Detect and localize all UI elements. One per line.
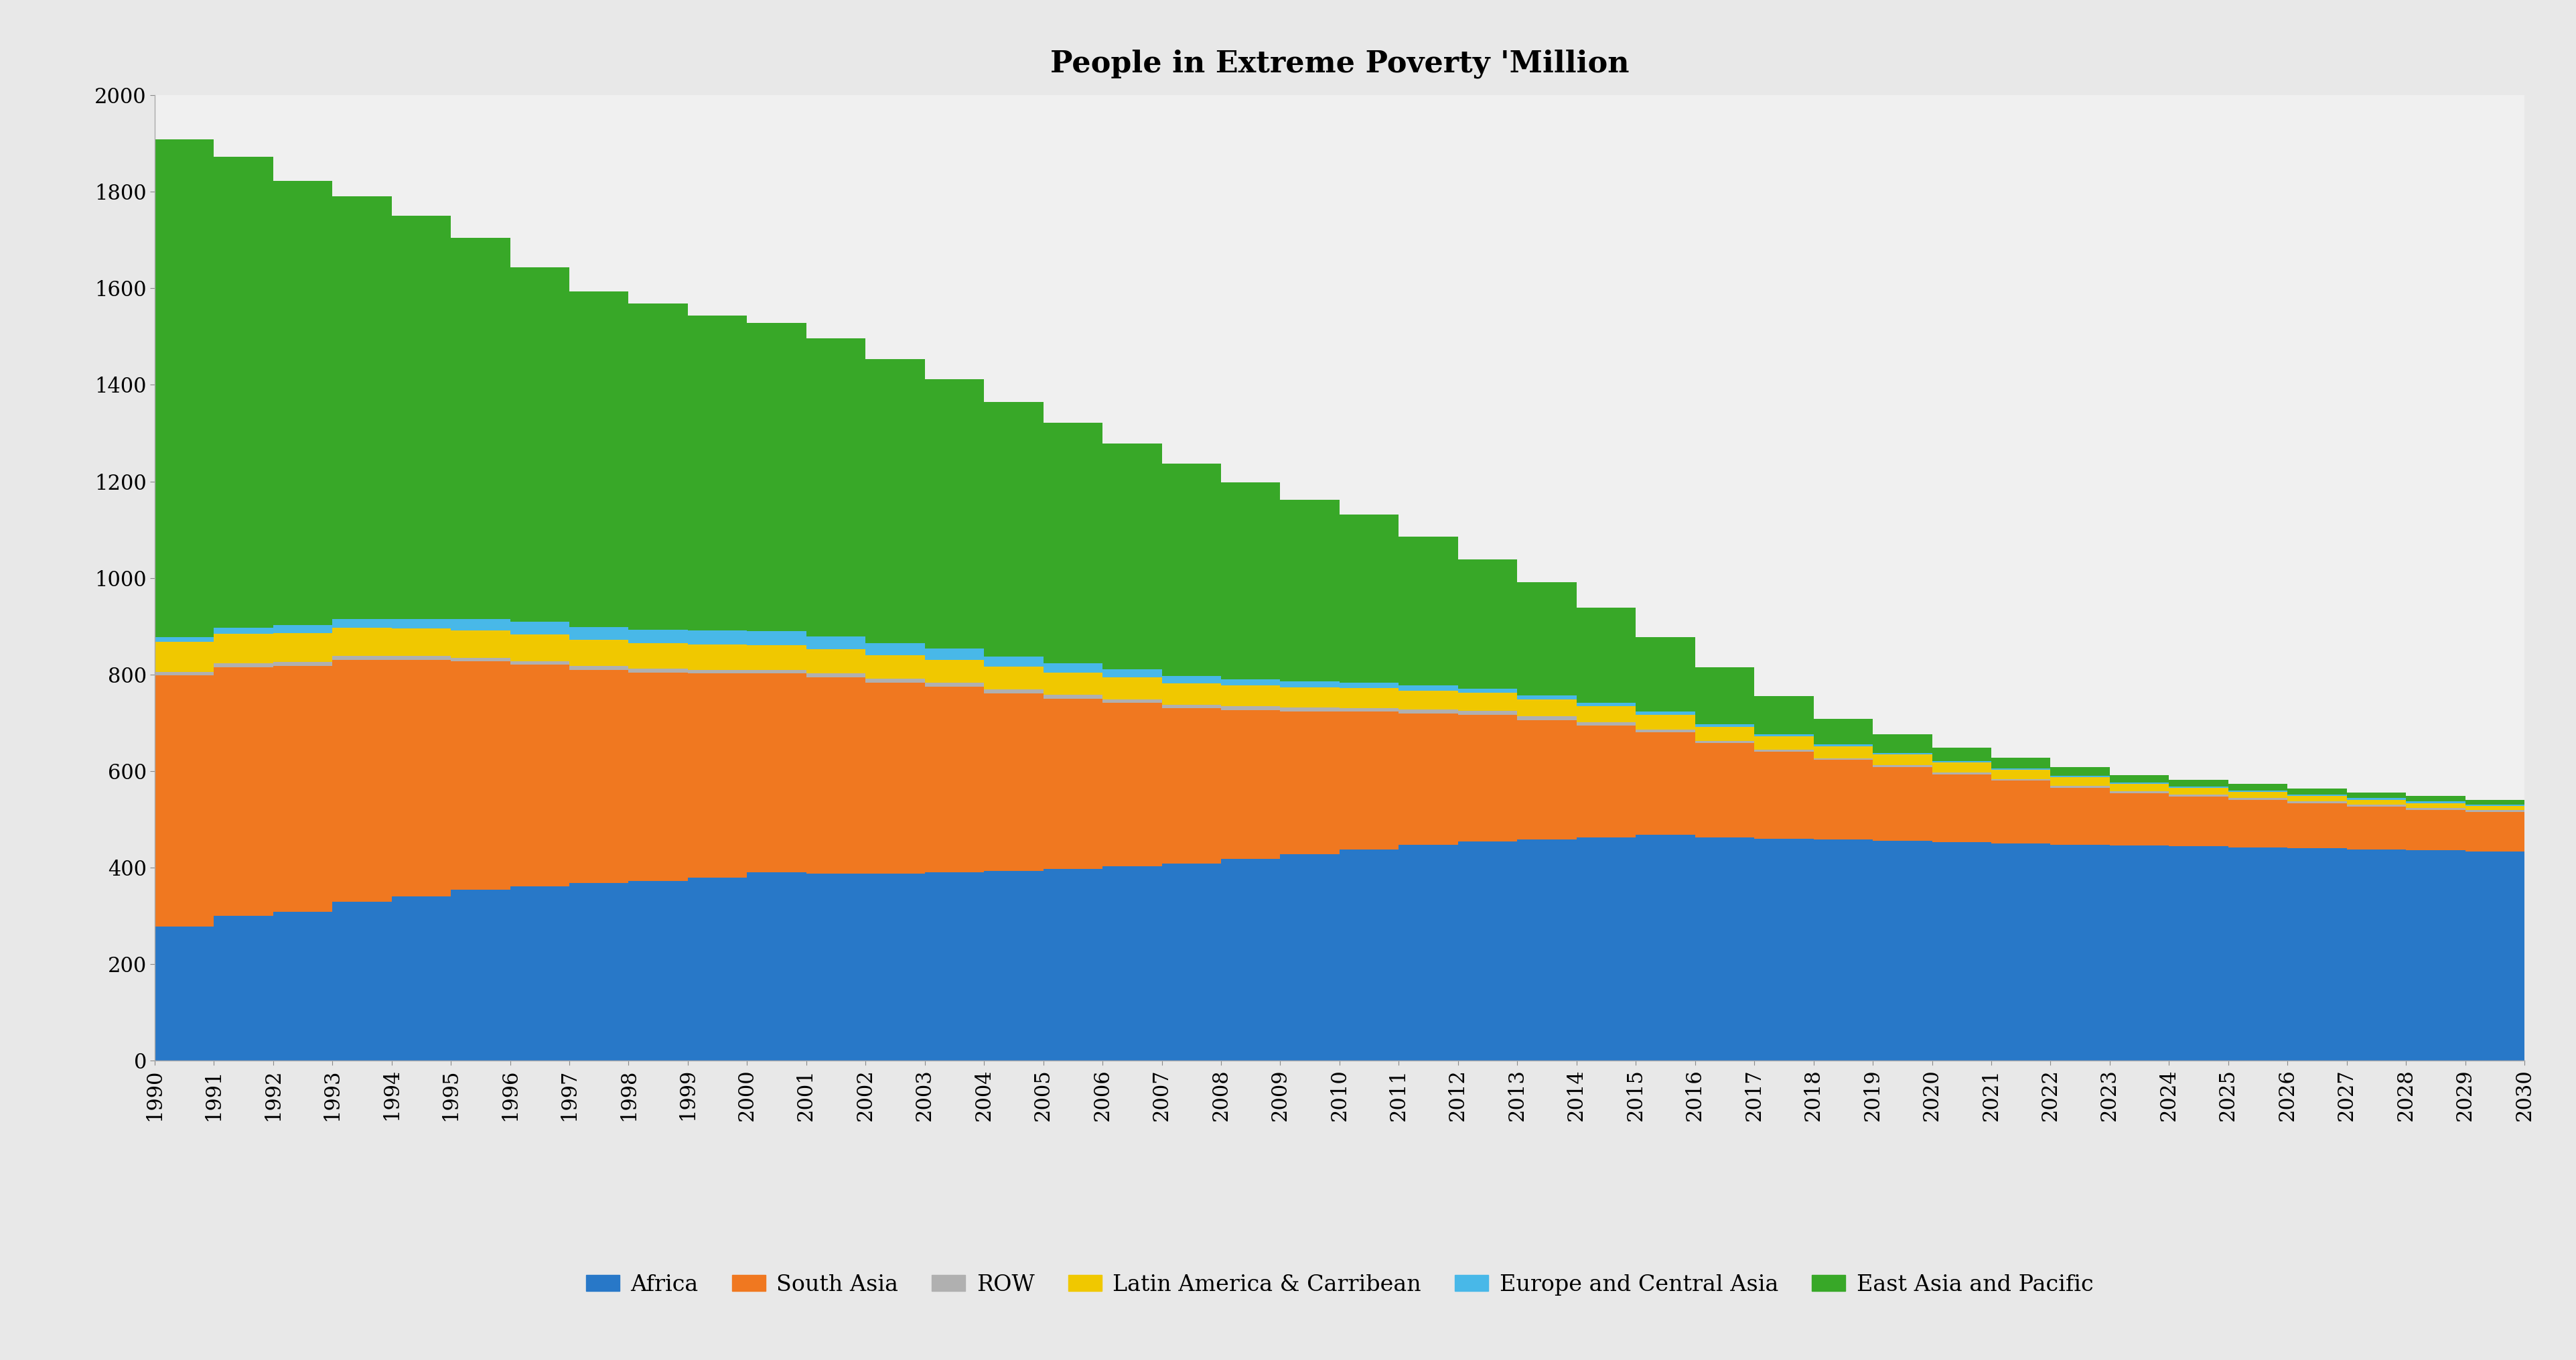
Title: People in Extreme Poverty 'Million: People in Extreme Poverty 'Million bbox=[1051, 49, 1628, 79]
Legend: Africa, South Asia, ROW, Latin America & Carribean, Europe and Central Asia, Eas: Africa, South Asia, ROW, Latin America &… bbox=[577, 1265, 2102, 1304]
